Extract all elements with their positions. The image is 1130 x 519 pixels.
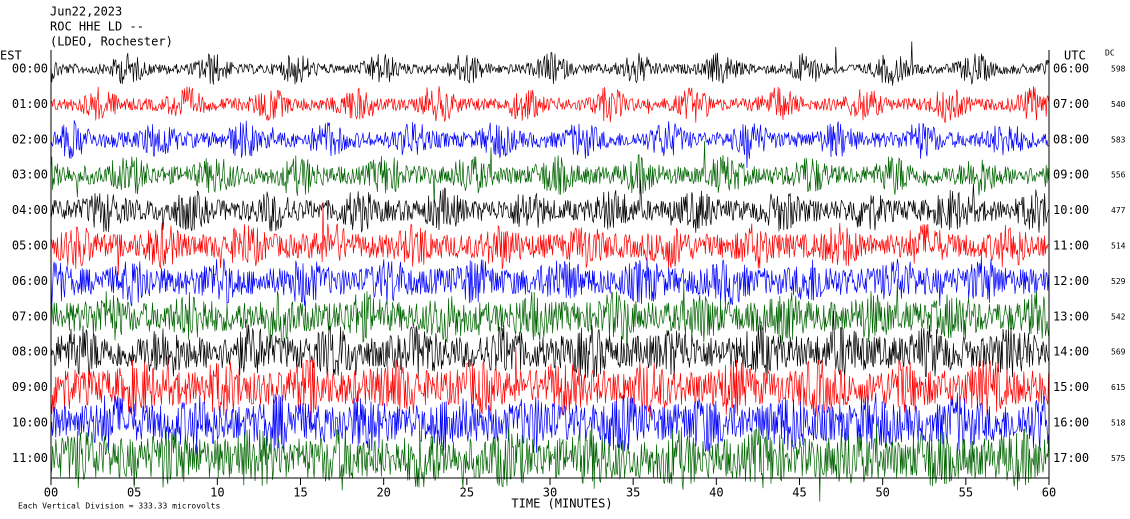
title-line: (LDEO, Rochester) xyxy=(50,35,173,49)
trace xyxy=(50,141,1049,208)
utc-label: 08:00 xyxy=(1053,132,1089,146)
dc-value: 598 xyxy=(1111,65,1126,74)
x-tick-label: 10 xyxy=(210,486,224,500)
right-axis-label: UTC xyxy=(1064,49,1086,63)
x-tick-label: 60 xyxy=(1042,486,1056,500)
trace xyxy=(50,256,1049,307)
dc-value: 542 xyxy=(1111,312,1126,321)
est-label: 10:00 xyxy=(12,416,48,430)
utc-label: 09:00 xyxy=(1053,168,1089,182)
x-tick-label: 45 xyxy=(792,486,806,500)
utc-label: 12:00 xyxy=(1053,274,1089,288)
est-label: 03:00 xyxy=(12,168,48,182)
trace xyxy=(50,41,1049,86)
utc-label: 17:00 xyxy=(1053,451,1089,465)
utc-label: 16:00 xyxy=(1053,416,1089,430)
est-label: 06:00 xyxy=(12,274,48,288)
left-axis-label: EST xyxy=(0,49,22,63)
x-tick-label: 25 xyxy=(460,486,474,500)
est-label: 01:00 xyxy=(12,97,48,111)
utc-label: 06:00 xyxy=(1053,62,1089,76)
dc-value: 514 xyxy=(1111,242,1126,251)
dc-label: DC xyxy=(1105,49,1115,58)
dc-value: 477 xyxy=(1111,206,1126,215)
est-label: 08:00 xyxy=(12,345,48,359)
x-tick-label: 50 xyxy=(875,486,889,500)
dc-value: 518 xyxy=(1111,419,1126,428)
dc-value: 540 xyxy=(1111,100,1126,109)
trace xyxy=(50,120,1049,168)
utc-label: 07:00 xyxy=(1053,97,1089,111)
trace xyxy=(50,278,1049,362)
est-label: 00:00 xyxy=(12,62,48,76)
est-label: 07:00 xyxy=(12,309,48,323)
x-tick-label: 55 xyxy=(959,486,973,500)
x-tick-label: 05 xyxy=(127,486,141,500)
title-line: Jun22,2023 xyxy=(50,5,122,19)
trace xyxy=(50,202,1049,276)
dc-value: 529 xyxy=(1111,277,1126,286)
utc-label: 10:00 xyxy=(1053,203,1089,217)
utc-label: 11:00 xyxy=(1053,239,1089,253)
trace xyxy=(50,346,1049,431)
title-line: ROC HHE LD -- xyxy=(50,20,144,34)
x-tick-label: 30 xyxy=(543,486,557,500)
utc-label: 14:00 xyxy=(1053,345,1089,359)
x-tick-label: 00 xyxy=(44,486,58,500)
est-label: 04:00 xyxy=(12,203,48,217)
x-tick-label: 20 xyxy=(376,486,390,500)
footer: Each Vertical Division = 333.33 microvol… xyxy=(18,502,220,511)
utc-label: 15:00 xyxy=(1053,380,1089,394)
dc-value: 583 xyxy=(1111,135,1126,144)
dc-value: 575 xyxy=(1111,454,1126,463)
x-tick-label: 35 xyxy=(626,486,640,500)
est-label: 05:00 xyxy=(12,239,48,253)
est-label: 09:00 xyxy=(12,380,48,394)
trace xyxy=(50,392,1049,455)
trace xyxy=(50,180,1049,233)
traces xyxy=(50,41,1049,502)
x-axis-label: TIME (MINUTES) xyxy=(511,497,612,511)
trace xyxy=(50,86,1049,123)
dc-value: 556 xyxy=(1111,171,1126,180)
dc-value: 569 xyxy=(1111,348,1126,357)
est-label: 11:00 xyxy=(12,451,48,465)
utc-label: 13:00 xyxy=(1053,309,1089,323)
est-label: 02:00 xyxy=(12,132,48,146)
trace xyxy=(50,423,1049,502)
dc-value: 615 xyxy=(1111,383,1126,392)
x-tick-label: 40 xyxy=(709,486,723,500)
x-tick-label: 15 xyxy=(293,486,307,500)
trace xyxy=(50,310,1049,380)
